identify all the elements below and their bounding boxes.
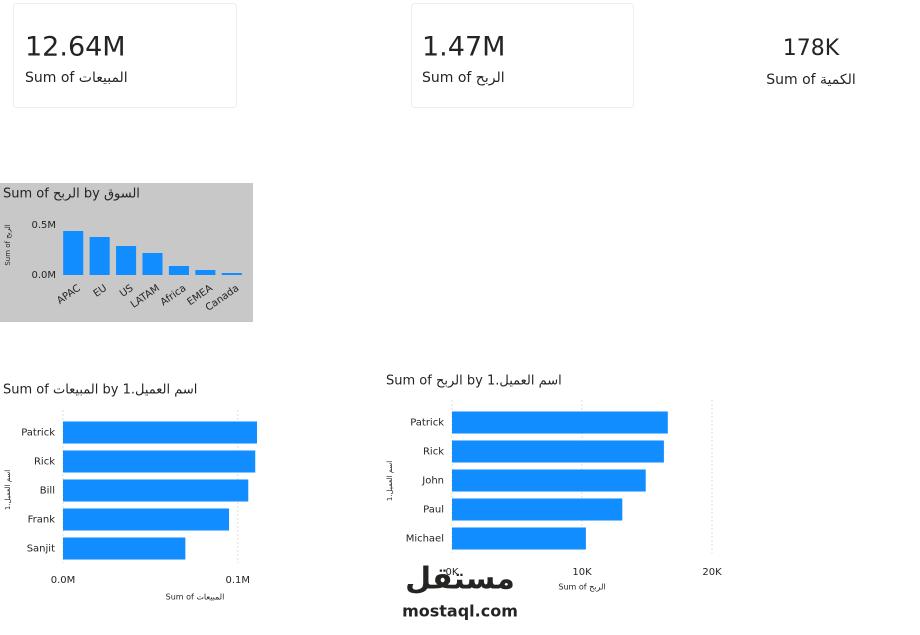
y-tick-label: Frank (28, 515, 56, 526)
card-value: 1.47M (422, 32, 505, 63)
y-axis-title: اسم العميل.1 (4, 470, 12, 510)
watermark: mostaql.com (402, 602, 518, 621)
card-value: 12.64M (25, 32, 126, 63)
bar (63, 508, 230, 531)
y-tick-label: 0.0M (31, 270, 56, 281)
bar (63, 537, 186, 560)
card-box (411, 3, 634, 108)
bar (195, 270, 216, 275)
x-tick-label: 0.0M (51, 575, 76, 586)
bar (63, 450, 256, 473)
card-box (13, 3, 237, 108)
y-tick-label: Rick (34, 457, 55, 468)
y-tick-label: Sanjit (27, 544, 55, 555)
card-label: Sum of الكمية (766, 72, 856, 88)
x-axis-title: Sum of الربح (558, 583, 605, 592)
x-tick-label: 10K (572, 567, 592, 578)
bar (452, 440, 664, 463)
card-value: 178K (783, 36, 840, 61)
x-tick-label: 20K (702, 567, 722, 578)
bar (63, 231, 84, 275)
y-tick-label: Rick (423, 447, 444, 458)
chart-title: Sum of المبيعات by اسم العميل.1 (3, 383, 197, 398)
bar (168, 266, 189, 275)
bar (63, 479, 249, 502)
chart-title: Sum of الربح by اسم العميل.1 (386, 374, 562, 389)
bar (142, 253, 163, 275)
y-tick-label: Patrick (21, 428, 55, 439)
bar (452, 411, 668, 434)
y-tick-label: 0.5M (31, 220, 56, 231)
y-axis-title: اسم العميل.1 (386, 461, 394, 501)
card-label: Sum of الربح (422, 70, 505, 86)
bar (63, 421, 258, 444)
bar (116, 246, 137, 275)
y-tick-label: Patrick (410, 418, 444, 429)
card-label: Sum of المبيعات (25, 70, 128, 86)
bar (452, 498, 623, 521)
y-tick-label: Paul (423, 505, 444, 516)
y-axis-title: Sum of الربح (4, 224, 12, 265)
chart-title: Sum of الربح by السوق (3, 187, 140, 202)
y-tick-label: John (421, 476, 444, 487)
watermark: مستقل (405, 562, 515, 597)
x-tick-label: 0.1M (226, 575, 251, 586)
bar (221, 273, 242, 275)
x-tick-label: 0K (446, 567, 459, 578)
bar (452, 469, 646, 492)
y-tick-label: Bill (40, 486, 55, 497)
y-tick-label: Michael (406, 534, 444, 545)
x-axis-title: Sum of المبيعات (166, 593, 225, 602)
bar (89, 237, 110, 275)
bar (452, 527, 586, 550)
